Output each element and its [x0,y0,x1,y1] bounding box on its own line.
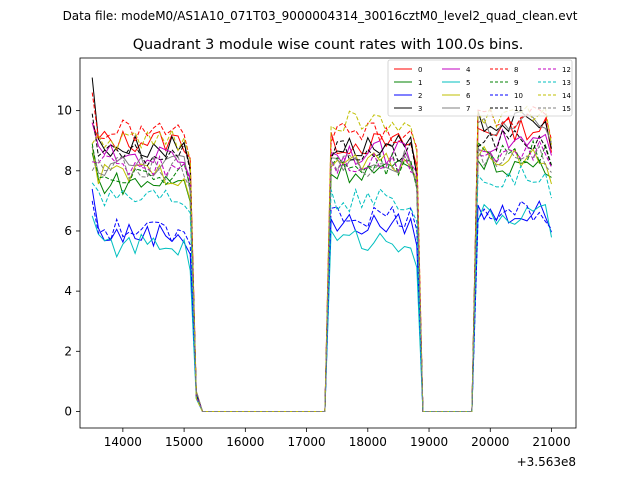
x-tick-label: 20000 [471,435,509,449]
legend-label-12: 12 [562,66,571,74]
x-tick-label: 15000 [165,435,203,449]
y-tick-label: 0 [64,404,72,418]
series-line-11 [91,113,552,412]
x-tick-label: 19000 [410,435,448,449]
legend-label-11: 11 [514,105,523,113]
suptitle: Data file: modeM0/AS1A10_071T03_90000043… [63,9,578,23]
legend-label-5: 5 [466,79,470,87]
series-lines [91,77,552,412]
chart-title: Quadrant 3 module wise count rates with … [133,37,524,53]
x-axis-offset-label: +3.563e8 [517,455,576,469]
y-tick-label: 10 [57,104,72,118]
legend-label-10: 10 [514,92,523,100]
legend-frame [387,59,573,117]
legend-label-3: 3 [418,105,422,113]
series-line-13 [91,164,552,412]
legend-label-15: 15 [562,105,571,113]
legend-label-9: 9 [514,79,518,87]
x-tick-label: 18000 [349,435,387,449]
legend-label-7: 7 [466,105,470,113]
legend-label-8: 8 [514,66,518,74]
legend-label-6: 6 [466,92,471,100]
legend-label-0: 0 [418,66,422,74]
legend-label-14: 14 [562,92,571,100]
legend-label-4: 4 [466,66,471,74]
plot-area [91,77,552,412]
y-tick-label: 4 [64,284,72,298]
axes-frame [79,57,577,429]
series-line-14 [91,105,552,412]
legend-label-13: 13 [562,79,571,87]
x-tick-label: 21000 [532,435,570,449]
x-tick-label: 16000 [226,435,264,449]
y-tick-label: 2 [64,344,72,358]
x-tick-label: 17000 [287,435,325,449]
y-tick-label: 8 [64,164,72,178]
y-tick-label: 6 [64,224,72,238]
y-axis-ticks: 0 2 4 6 8 10 [57,104,80,418]
x-axis-ticks: 14000 15000 16000 17000 18000 19000 20000 21000 [104,428,571,449]
legend-label-1: 1 [418,79,422,87]
legend-label-2: 2 [418,92,422,100]
x-tick-label: 14000 [104,435,142,449]
